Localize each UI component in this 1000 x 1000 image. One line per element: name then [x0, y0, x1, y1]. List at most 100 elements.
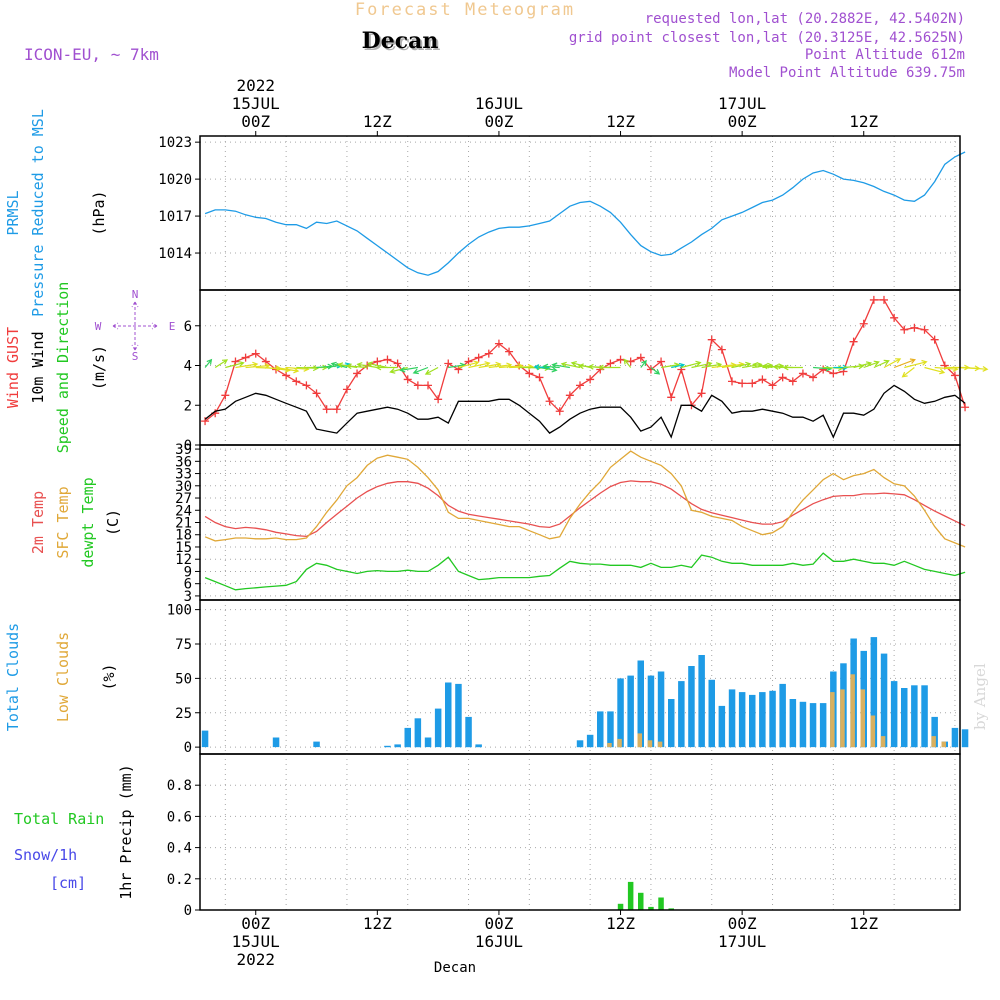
credit-label: by Angel — [971, 663, 989, 730]
top-time-label: 00Z — [484, 112, 513, 131]
clouds-bar — [647, 740, 653, 748]
wind-ylabel: Wind GUST — [4, 327, 22, 408]
wind-arrow — [731, 361, 752, 369]
wind-arrow — [389, 366, 408, 374]
precip-bar — [648, 906, 654, 910]
clouds-bar — [465, 716, 472, 748]
compass-east: E — [169, 320, 176, 333]
precip-ytick-label: 0 — [184, 903, 192, 919]
temp-ytick-label: 6 — [184, 577, 192, 593]
top-time-label: 00Z — [241, 112, 270, 131]
top-time-label: 12Z — [606, 112, 635, 131]
bottom-time-label: 17JUL — [718, 932, 766, 951]
wind-gust-marker — [697, 389, 706, 398]
clouds-bar — [637, 660, 644, 748]
wind-gust-marker — [444, 359, 453, 368]
precip-bar — [627, 881, 634, 910]
wind-gust-marker — [282, 371, 291, 380]
temp-ylabel: dewpt Temp — [79, 477, 97, 567]
wind-gust-marker — [809, 373, 818, 382]
bottom-time-label: 12Z — [363, 914, 392, 933]
header: Forecast Meteogram Decan Decan ICON-EU, … — [24, 0, 989, 976]
wind-gust-marker — [788, 377, 797, 386]
pressure-ytick-label: 1017 — [158, 209, 192, 225]
wind-gust-marker — [505, 347, 514, 356]
wind-arrow — [375, 364, 398, 371]
panel-wind: 0 2 4 6 Wind GUST 10m Wind Speed and Direction… — [4, 282, 989, 454]
chart-subtitle: Forecast Meteogram — [355, 0, 575, 20]
wind-gust-marker — [231, 357, 240, 366]
wind-arrow — [468, 361, 491, 369]
wind-arrow — [782, 364, 803, 371]
top-time-label: 12Z — [849, 112, 878, 131]
bottom-time-label: 12Z — [606, 914, 635, 933]
wind-gust-marker — [616, 355, 625, 364]
wind-gust-marker — [545, 397, 554, 406]
clouds-ytick-label: 100 — [167, 603, 192, 619]
temp-ytick-label: 9 — [184, 564, 192, 580]
clouds-bar — [890, 681, 898, 748]
precip-bar — [668, 908, 674, 910]
bottom-time-label: 00Z — [484, 914, 513, 933]
wind-gust-marker — [778, 373, 787, 382]
clouds-bar — [941, 741, 946, 748]
temp-ytick-label: 24 — [175, 503, 192, 519]
precip-frame — [199, 753, 961, 911]
wind-arrow — [883, 358, 902, 369]
clouds-bar — [272, 737, 280, 748]
clouds-bar — [404, 727, 411, 748]
precip-snow-unit: [cm] — [50, 874, 86, 892]
wind-arrow — [711, 362, 737, 369]
wind-gust-marker — [292, 377, 301, 386]
wind-gust-marker — [383, 355, 392, 364]
requested-location: requested lon,lat (20.2882E, 42.5402N) — [645, 11, 965, 27]
wind-arrow — [542, 363, 560, 370]
wind-arrow — [551, 362, 570, 369]
clouds-bar — [698, 655, 705, 748]
clouds-bar — [424, 737, 432, 748]
wind-gust-marker — [474, 353, 483, 362]
clouds-ytick-label: 0 — [184, 740, 192, 756]
clouds-bar — [961, 729, 969, 748]
wind-gust-marker — [525, 369, 534, 378]
clouds-bar — [931, 736, 936, 748]
wind-gust-marker — [717, 345, 726, 354]
temp-ytick-label: 27 — [175, 491, 192, 507]
wind-arrow — [560, 361, 581, 369]
wind-arrow — [623, 358, 632, 368]
wind-hgrid: 0 2 4 6 — [184, 319, 960, 454]
clouds-bar — [657, 741, 663, 748]
temp-ytick-label: 21 — [175, 516, 192, 532]
pressure-ytick-label: 1014 — [158, 246, 192, 262]
wind-gust-marker — [869, 295, 878, 304]
clouds-ylabel: (%) — [100, 663, 118, 690]
wind-gust-marker — [251, 349, 260, 358]
wind-gust-marker — [910, 323, 919, 332]
clouds-bar — [688, 666, 695, 748]
clouds-ylabel: Total Clouds — [4, 623, 22, 731]
top-time-label: 15JUL — [232, 94, 280, 113]
wind-gust-marker — [312, 389, 321, 398]
compass-west: W — [95, 320, 102, 333]
clouds-bar — [830, 692, 835, 748]
precip-series-total-rain — [617, 881, 674, 910]
precip-ytick-label: 0.6 — [167, 809, 192, 825]
wind-arrow — [204, 358, 213, 368]
wind-gust-marker — [555, 407, 564, 416]
pressure-ytick-label: 1023 — [158, 135, 192, 151]
clouds-bar — [931, 716, 938, 748]
clouds-bar — [759, 692, 766, 748]
clouds-series-low-clouds — [607, 674, 946, 748]
pressure-series-prmsl — [204, 151, 966, 276]
clouds-bar — [789, 699, 797, 748]
precip-ytick-label: 0.2 — [167, 872, 192, 888]
clouds-bar — [617, 678, 624, 748]
pressure-line — [204, 151, 966, 276]
precip-snow-label: Snow/1h — [14, 846, 77, 864]
wind-gust-marker — [880, 295, 888, 304]
precip-rain-label: Total Rain — [14, 810, 104, 828]
wind-arrow — [691, 361, 713, 369]
clouds-bar — [799, 701, 807, 748]
